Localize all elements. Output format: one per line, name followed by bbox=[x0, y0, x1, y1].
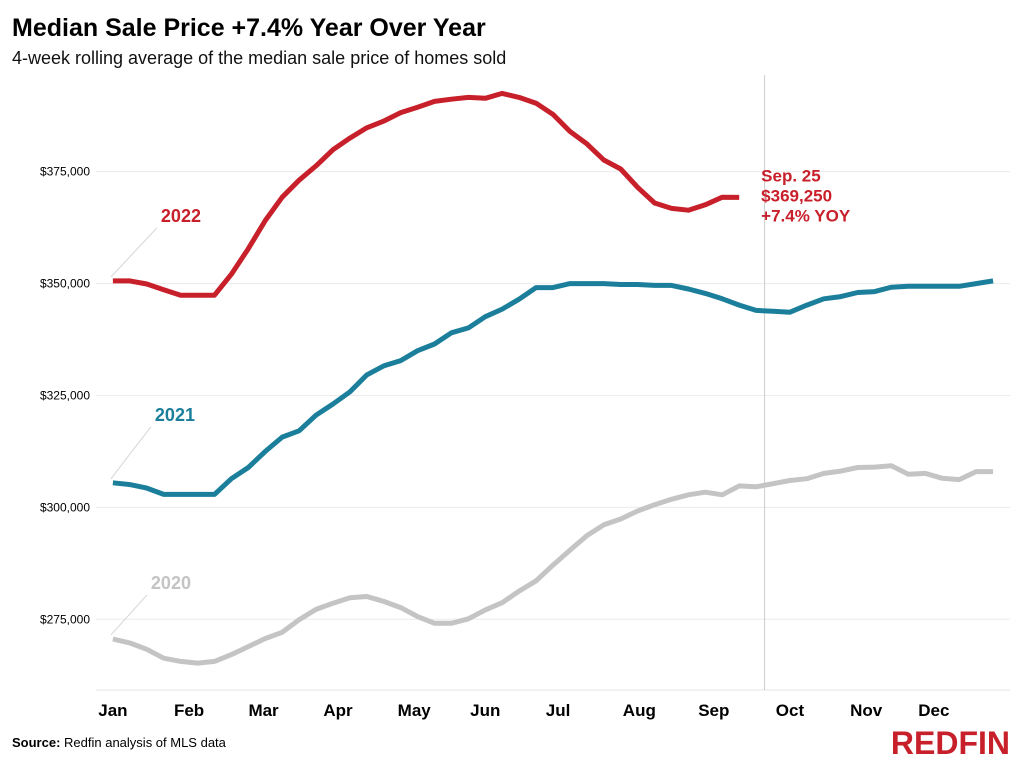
redfin-logo: REDFIN bbox=[890, 725, 1010, 761]
series-label-leader bbox=[110, 594, 148, 636]
source-note: Source: Redfin analysis of MLS data bbox=[12, 735, 226, 750]
series-label-2020: 2020 bbox=[151, 573, 191, 593]
y-tick-label: $325,000 bbox=[40, 388, 90, 402]
endpoint-annotation-line: Sep. 25 bbox=[761, 166, 821, 185]
endpoint-annotation-line: $369,250 bbox=[761, 186, 832, 205]
x-tick-label: Mar bbox=[248, 701, 279, 720]
x-tick-label: Feb bbox=[174, 701, 204, 720]
y-tick-label: $350,000 bbox=[40, 277, 90, 291]
y-tick-label: $275,000 bbox=[40, 612, 90, 626]
chart-subtitle: 4-week rolling average of the median sal… bbox=[12, 48, 507, 68]
source-text: Redfin analysis of MLS data bbox=[64, 735, 226, 750]
chart-title: Median Sale Price +7.4% Year Over Year bbox=[12, 14, 486, 42]
series-line-2021 bbox=[112, 278, 994, 497]
x-tick-label: Aug bbox=[623, 701, 656, 720]
y-tick-label: $300,000 bbox=[40, 500, 90, 514]
x-tick-label: May bbox=[398, 701, 432, 720]
x-tick-label: Jan bbox=[98, 701, 127, 720]
x-tick-label: Dec bbox=[918, 701, 949, 720]
series-label-leader bbox=[110, 227, 158, 278]
endpoint-annotation-line: +7.4% YOY bbox=[761, 206, 851, 225]
x-tick-label: Nov bbox=[850, 701, 883, 720]
x-tick-label: Jul bbox=[546, 701, 571, 720]
source-label: Source: bbox=[12, 735, 61, 750]
y-tick-label: $375,000 bbox=[40, 165, 90, 179]
series-label-2022: 2022 bbox=[161, 206, 201, 226]
series-line-2020 bbox=[112, 463, 994, 666]
x-tick-label: Sep bbox=[698, 701, 729, 720]
series-label-2021: 2021 bbox=[155, 405, 195, 425]
x-tick-label: Oct bbox=[776, 701, 805, 720]
x-tick-label: Jun bbox=[470, 701, 500, 720]
series-line-2022 bbox=[112, 90, 740, 298]
x-tick-label: Apr bbox=[323, 701, 353, 720]
series-label-leader bbox=[110, 426, 152, 480]
